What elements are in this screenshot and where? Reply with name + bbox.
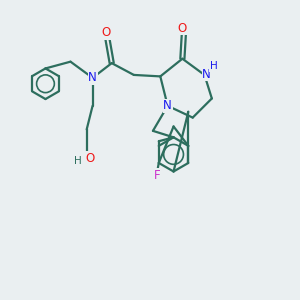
Text: N: N — [202, 68, 211, 81]
Text: O: O — [101, 26, 110, 39]
Text: O: O — [85, 152, 95, 165]
Text: O: O — [178, 22, 187, 35]
Text: H: H — [210, 61, 218, 71]
Text: N: N — [88, 71, 97, 84]
Text: N: N — [163, 99, 172, 112]
Text: H: H — [74, 156, 82, 166]
Text: F: F — [154, 169, 160, 182]
